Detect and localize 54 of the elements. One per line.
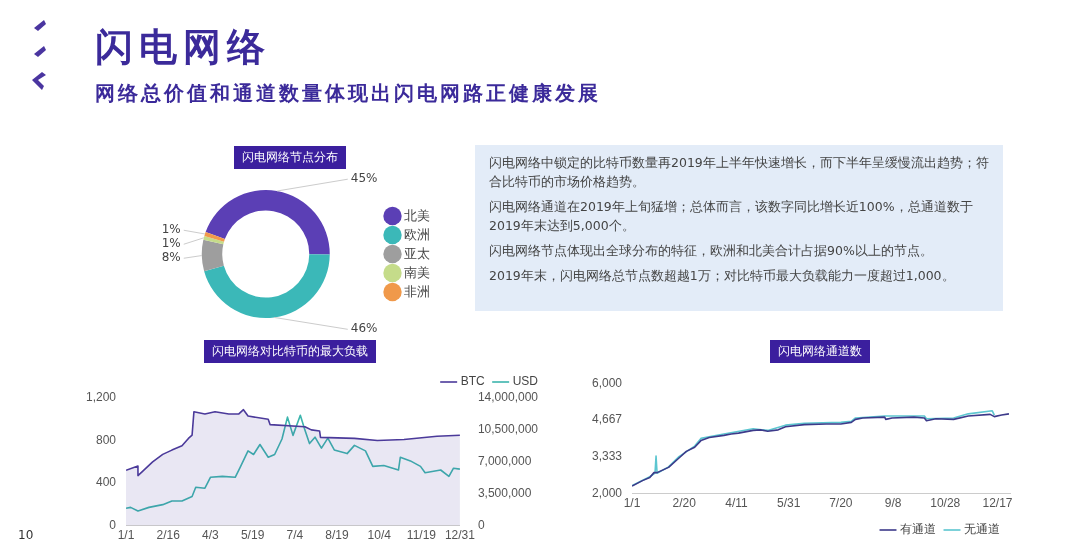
- x-tick-label: 5/31: [776, 496, 801, 511]
- text: 闪电网络: [95, 24, 271, 71]
- legend-label: 非洲: [404, 283, 430, 299]
- y-tick-label: 3,333: [592, 449, 623, 464]
- x-tick-label: 12/31: [444, 528, 476, 543]
- chart-title: 闪电网络对比特币的最大负载: [204, 340, 376, 363]
- data-label: 45%: [350, 171, 378, 186]
- y-tick-label: 2,000: [592, 485, 623, 500]
- x-tick-label: 10/28: [930, 496, 961, 511]
- data-label: 1%: [161, 222, 181, 237]
- x-tick-label: 7/20: [829, 496, 853, 511]
- x-tick-label: 4/3: [202, 528, 220, 543]
- x-tick-label: 5/19: [240, 528, 265, 543]
- x-tick-label: 12/17: [982, 496, 1013, 511]
- y-tick-label: 1,200: [86, 390, 117, 405]
- x-tick-label: 2/20: [672, 496, 697, 511]
- y2-tick-label: 0: [477, 517, 485, 532]
- text: 闪电网络中锁定的比特币数量再2019年上半年快速增长，而下半年呈缓慢流出趋势；符合比特币的市场价格趋势。: [489, 154, 989, 191]
- legend-label: 欧洲: [404, 226, 430, 242]
- legend-label: 南美: [404, 264, 430, 280]
- text: 10: [18, 528, 34, 542]
- y2-tick-label: 10,500,000: [477, 422, 539, 437]
- y-tick-label: 400: [96, 475, 117, 490]
- data-label: 8%: [161, 250, 181, 265]
- y-tick-label: 6,000: [592, 375, 623, 390]
- x-tick-label: 1/1: [117, 528, 135, 543]
- y-tick-label: 4,667: [592, 412, 623, 427]
- y-tick-label: 0: [109, 517, 117, 532]
- x-tick-label: 10/4: [367, 528, 392, 543]
- legend-label: BTC: [460, 374, 485, 389]
- x-tick-label: 9/8: [884, 496, 902, 511]
- legend-label: USD: [512, 374, 539, 389]
- y2-tick-label: 3,500,000: [477, 486, 532, 501]
- text: 闪电网络通道在2019年上旬猛增；总体而言，该数字同比增长近100%，总通道数于2019年末达到5,000个。: [489, 198, 974, 235]
- x-tick-label: 8/19: [325, 528, 350, 543]
- data-label: 46%: [350, 321, 378, 336]
- legend-label: 北美: [404, 207, 430, 223]
- legend-label: 无通道: [964, 522, 1000, 537]
- text: 网络总价值和通道数量体现出闪电网路正健康发展: [95, 80, 601, 107]
- y-tick-label: 800: [96, 432, 117, 447]
- x-tick-label: 4/11: [725, 496, 748, 511]
- data-label: 1%: [161, 236, 181, 251]
- legend-label: 有通道: [900, 522, 936, 537]
- x-tick-label: 1/1: [623, 496, 641, 511]
- chart-title: 闪电网络通道数: [770, 340, 870, 363]
- text: 2019年末，闪电网络总节点数超越1万；对比特币最大负载能力一度超过1,000。: [489, 267, 956, 285]
- text: 闪电网络节点体现出全球分布的特征，欧洲和北美合计占据90%以上的节点。: [489, 242, 934, 260]
- y2-tick-label: 7,000,000: [477, 454, 532, 469]
- x-tick-label: 11/19: [406, 528, 437, 543]
- x-tick-label: 7/4: [286, 528, 304, 543]
- y2-tick-label: 14,000,000: [477, 390, 539, 405]
- chart-title: 闪电网络节点分布: [234, 146, 346, 169]
- legend-label: 亚太: [404, 245, 430, 261]
- x-tick-label: 2/16: [156, 528, 181, 543]
